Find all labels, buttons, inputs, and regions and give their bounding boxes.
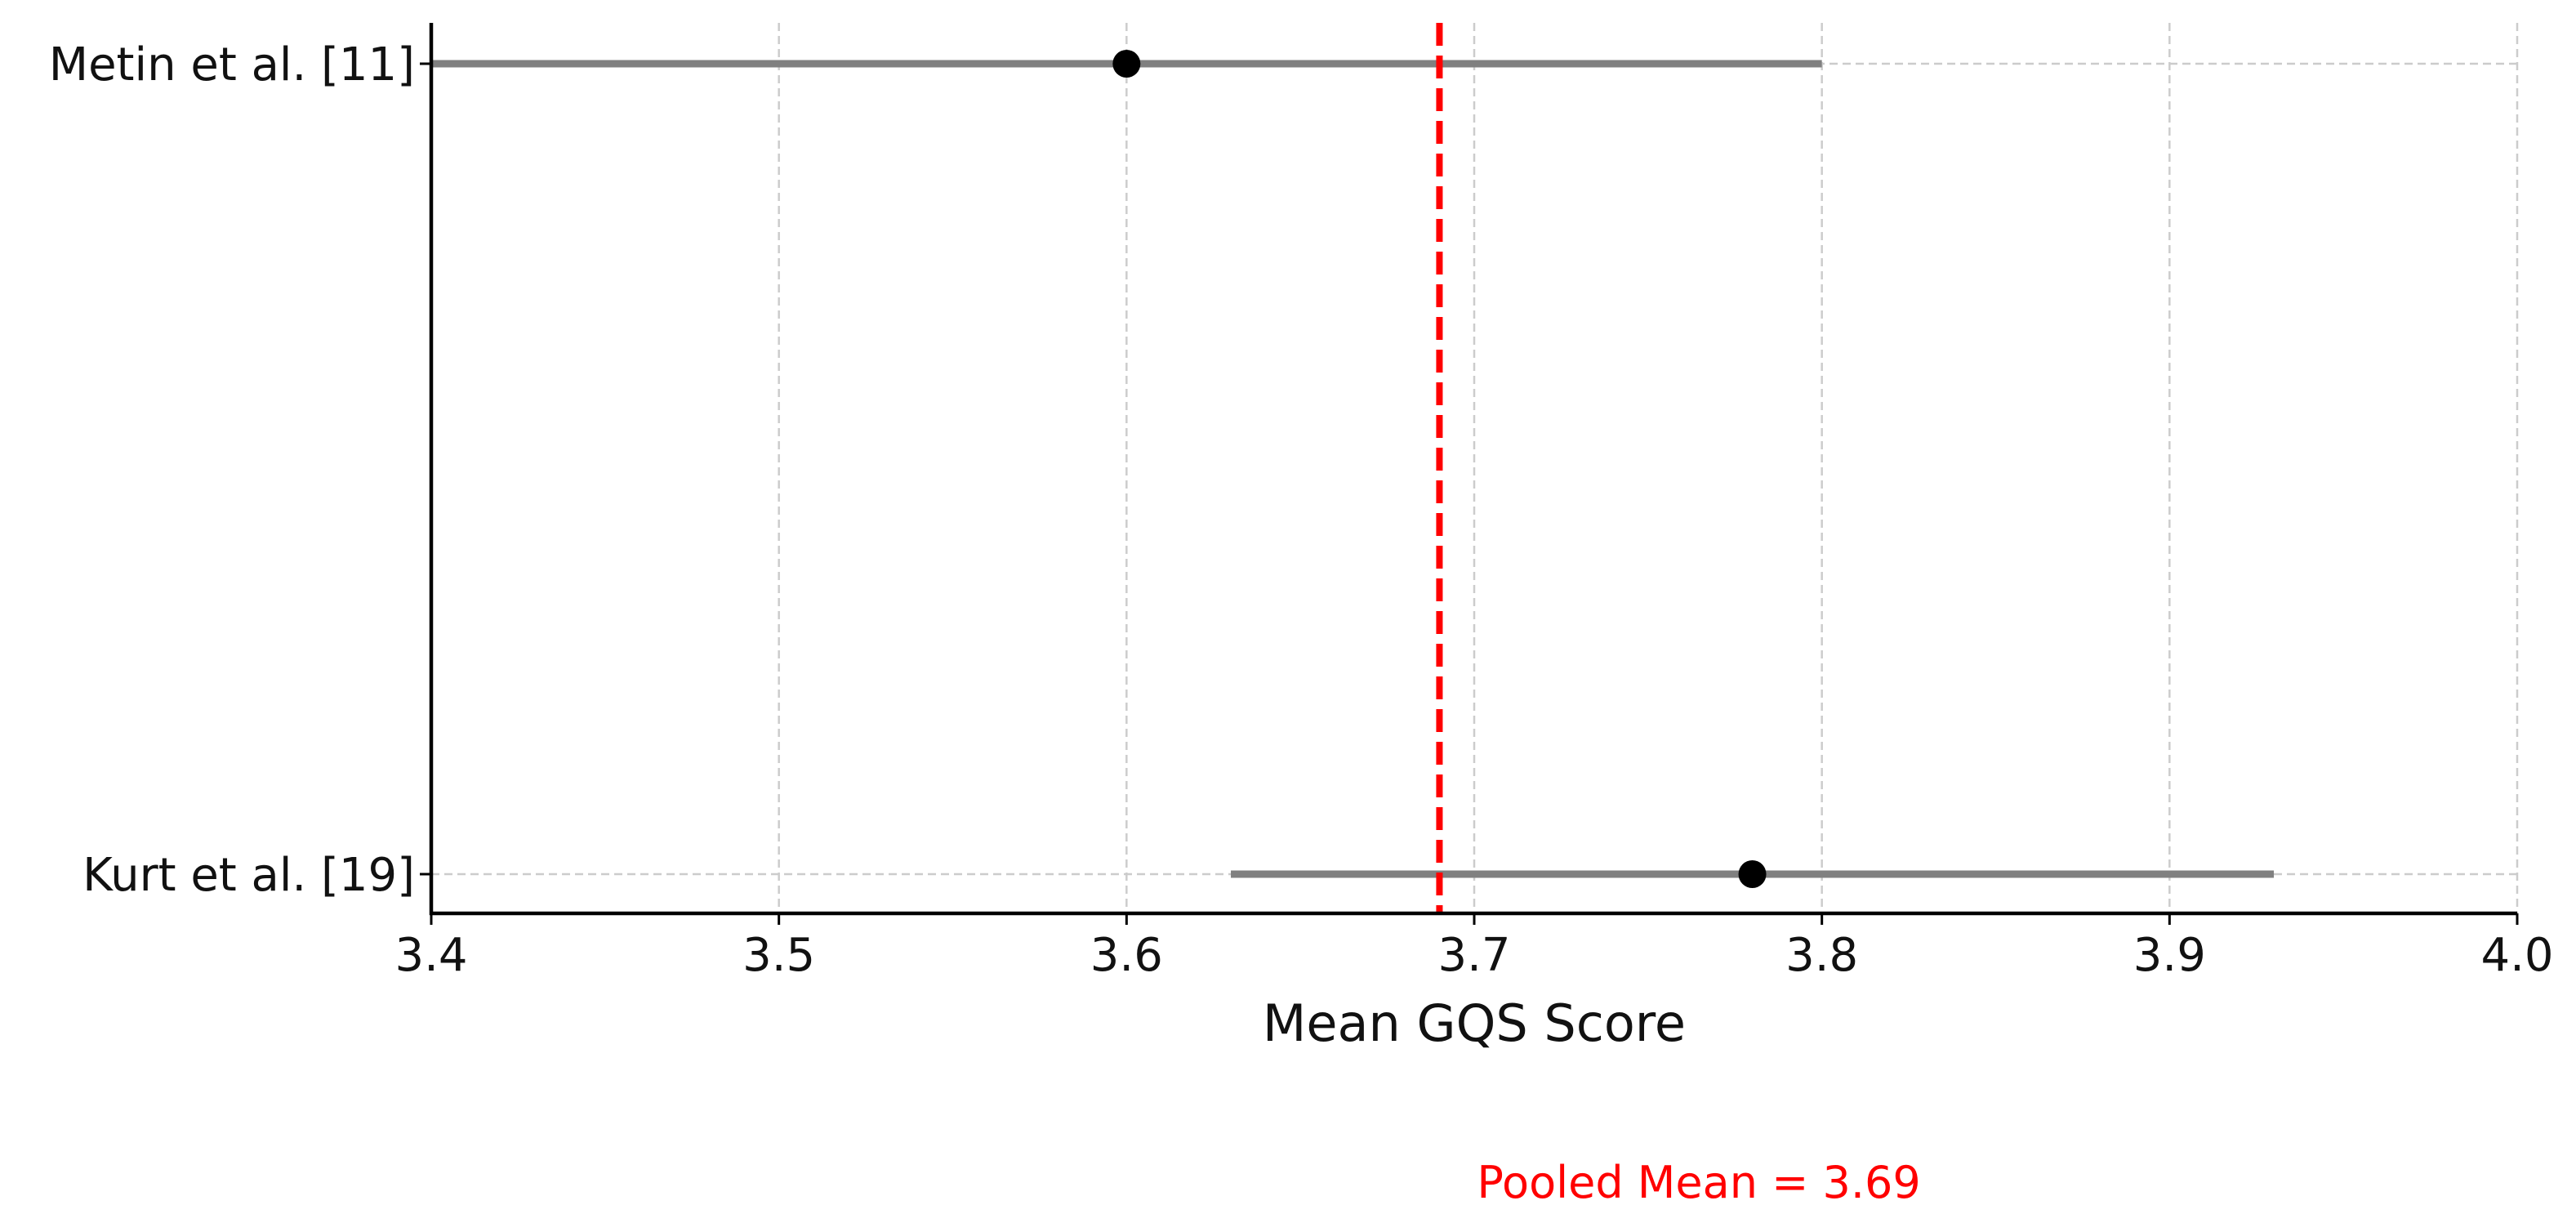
pooled-mean-label: Pooled Mean = 3.69 (1477, 1157, 1920, 1208)
x-ticks: 3.4 3.5 3.6 3.7 3.8 3.9 4.0 (394, 913, 2554, 982)
confidence-intervals (431, 60, 2275, 878)
study-points (1112, 50, 1767, 888)
study-label: Metin et al. [11] (49, 38, 415, 92)
grid-lines (431, 23, 2519, 913)
x-tick-label: 3.8 (1785, 929, 1858, 982)
study-mean-point (1112, 50, 1141, 78)
study-mean-point (1738, 860, 1767, 888)
pooled-mean-group: Pooled Mean = 3.69 (1436, 23, 1921, 1208)
x-tick-label: 3.7 (1437, 929, 1510, 982)
study-label: Kurt et al. [19] (82, 849, 415, 902)
x-tick-label: 3.9 (2133, 929, 2206, 982)
y-ticks: Metin et al. [11] Kurt et al. [19] (49, 38, 431, 902)
x-tick-label: 4.0 (2480, 929, 2553, 982)
x-axis-title: Mean GQS Score (1263, 993, 1686, 1053)
x-tick-label: 3.4 (394, 929, 467, 982)
x-tick-label: 3.6 (1090, 929, 1163, 982)
x-tick-label: 3.5 (742, 929, 815, 982)
